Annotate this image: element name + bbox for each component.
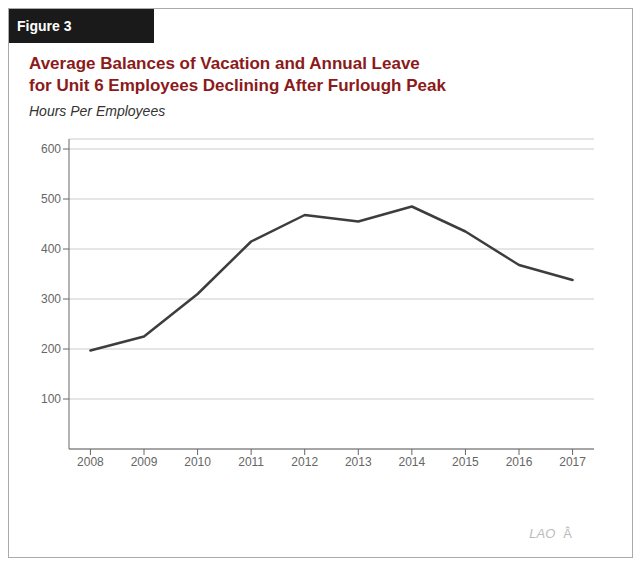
html-text:Average Balances of Vacation a: Average Balances of Vacation and Annual … [29, 54, 420, 73]
svg-text:2015: 2015 [452, 455, 479, 469]
svg-text:2014: 2014 [399, 455, 426, 469]
svg-text:2009: 2009 [131, 455, 158, 469]
svg-text:300: 300 [41, 292, 61, 306]
html-text:Figure 3: Figure 3 [17, 18, 72, 34]
svg-text:2016: 2016 [506, 455, 533, 469]
svg-text:400: 400 [41, 242, 61, 256]
svg-text:2012: 2012 [291, 455, 318, 469]
svg-text:100: 100 [41, 392, 61, 406]
svg-text:2013: 2013 [345, 455, 372, 469]
svg-text:2017: 2017 [559, 455, 586, 469]
html-text:Â: Â [563, 526, 572, 541]
svg-text:600: 600 [41, 142, 61, 156]
svg-text:2008: 2008 [77, 455, 104, 469]
html-text:for Unit 6 Employees Declining: for Unit 6 Employees Declining After Fur… [29, 76, 446, 95]
html-text:LAO: LAO [529, 526, 556, 541]
svg-text:2010: 2010 [184, 455, 211, 469]
svg-text:2011: 2011 [238, 455, 264, 469]
svg-text:500: 500 [41, 192, 61, 206]
html-text:Hours Per Employees: Hours Per Employees [29, 103, 166, 119]
svg-text:200: 200 [41, 342, 61, 356]
